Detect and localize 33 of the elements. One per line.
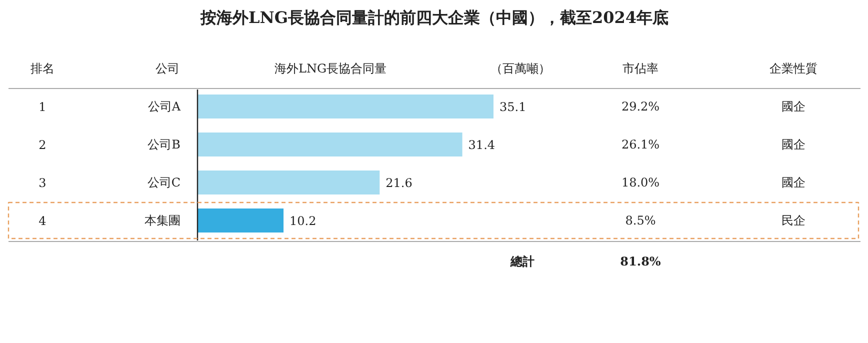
text: 8.5% xyxy=(625,214,656,228)
data-label: 10.2 xyxy=(290,214,316,228)
data-label: 31.4 xyxy=(468,138,496,152)
text: 3 xyxy=(38,176,46,190)
y-tick-label: 公司C xyxy=(147,176,181,190)
y-tick-label: 公司A xyxy=(148,100,181,114)
bar xyxy=(198,94,494,118)
text: 18.0% xyxy=(621,176,660,190)
x-axis-title: 海外LNG長協合同量 xyxy=(274,62,387,76)
text: 1 xyxy=(38,100,46,114)
y-tick-label: 公司B xyxy=(148,138,181,152)
bar xyxy=(198,208,284,232)
text: 4 xyxy=(38,214,47,228)
text: 29.2% xyxy=(621,100,660,114)
data-label: 35.1 xyxy=(500,100,526,114)
text: 國企 xyxy=(782,176,806,190)
text: 排名 xyxy=(30,62,54,76)
text: 民企 xyxy=(782,214,806,228)
text: 26.1% xyxy=(621,138,660,152)
data-label: 21.6 xyxy=(386,176,412,190)
text: 市佔率 xyxy=(622,62,658,76)
text: 國企 xyxy=(782,138,806,152)
bar xyxy=(198,170,380,194)
text: 2 xyxy=(38,138,46,152)
text: 81.8% xyxy=(620,254,662,268)
y-tick-label: 本集團 xyxy=(144,214,180,228)
text: （百萬噸） xyxy=(490,62,550,76)
text: 企業性質 xyxy=(770,62,818,76)
text: 總計 xyxy=(510,254,534,268)
y-axis-title: 公司 xyxy=(156,62,180,76)
text: 國企 xyxy=(782,100,806,114)
chart-title: 按海外LNG長協合同量計的前四大企業（中國），截至2024年底 xyxy=(199,8,669,27)
bar xyxy=(198,132,462,156)
